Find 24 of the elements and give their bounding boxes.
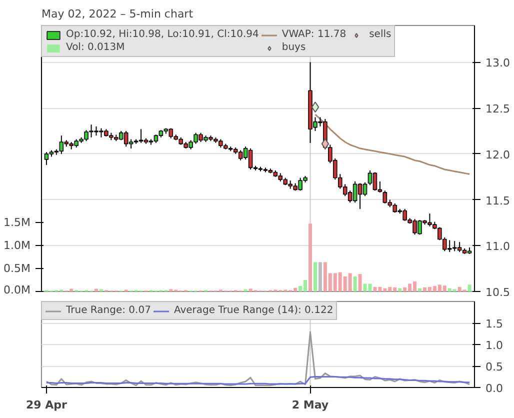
legend-label: sells: [369, 29, 392, 40]
legend-label: True Range: 0.07: [66, 305, 151, 316]
y-tick-label: 1.0: [486, 339, 503, 352]
y2-tick-label: 1.0M: [4, 239, 30, 252]
y-tick-label: 0.0: [486, 382, 503, 395]
y-tick-label: 12.5: [486, 102, 510, 116]
y-tick-label: 12.0: [486, 148, 510, 162]
x-tick-label: 29 Apr: [26, 398, 68, 412]
legend-label: Vol: 0.013M: [66, 42, 125, 53]
legend-label: Average True Range (14): 0.122: [174, 305, 334, 316]
y2-tick-label: 0.5M: [4, 262, 30, 276]
y-tick-label: 11.5: [486, 194, 510, 208]
y-tick-label: 1.5: [486, 318, 503, 330]
legend-label: buys: [282, 42, 306, 53]
x-tick-label: 2 May: [292, 398, 329, 412]
y-tick-label: 13.0: [486, 56, 510, 70]
y2-tick-label: 0.0M: [4, 284, 30, 296]
y-tick-label: 11.0: [486, 240, 510, 254]
chart-title: May 02, 2022 – 5-min chart: [42, 8, 194, 20]
legend-label: VWAP: 11.78: [282, 29, 346, 40]
y2-tick-label: 1.5M: [4, 216, 30, 230]
y-tick-label: 10.5: [486, 286, 510, 299]
y-tick-label: 0.5: [486, 360, 503, 374]
legend-label: Op:10.92, Hi:10.98, Lo:10.91, Cl:10.94: [66, 29, 259, 40]
